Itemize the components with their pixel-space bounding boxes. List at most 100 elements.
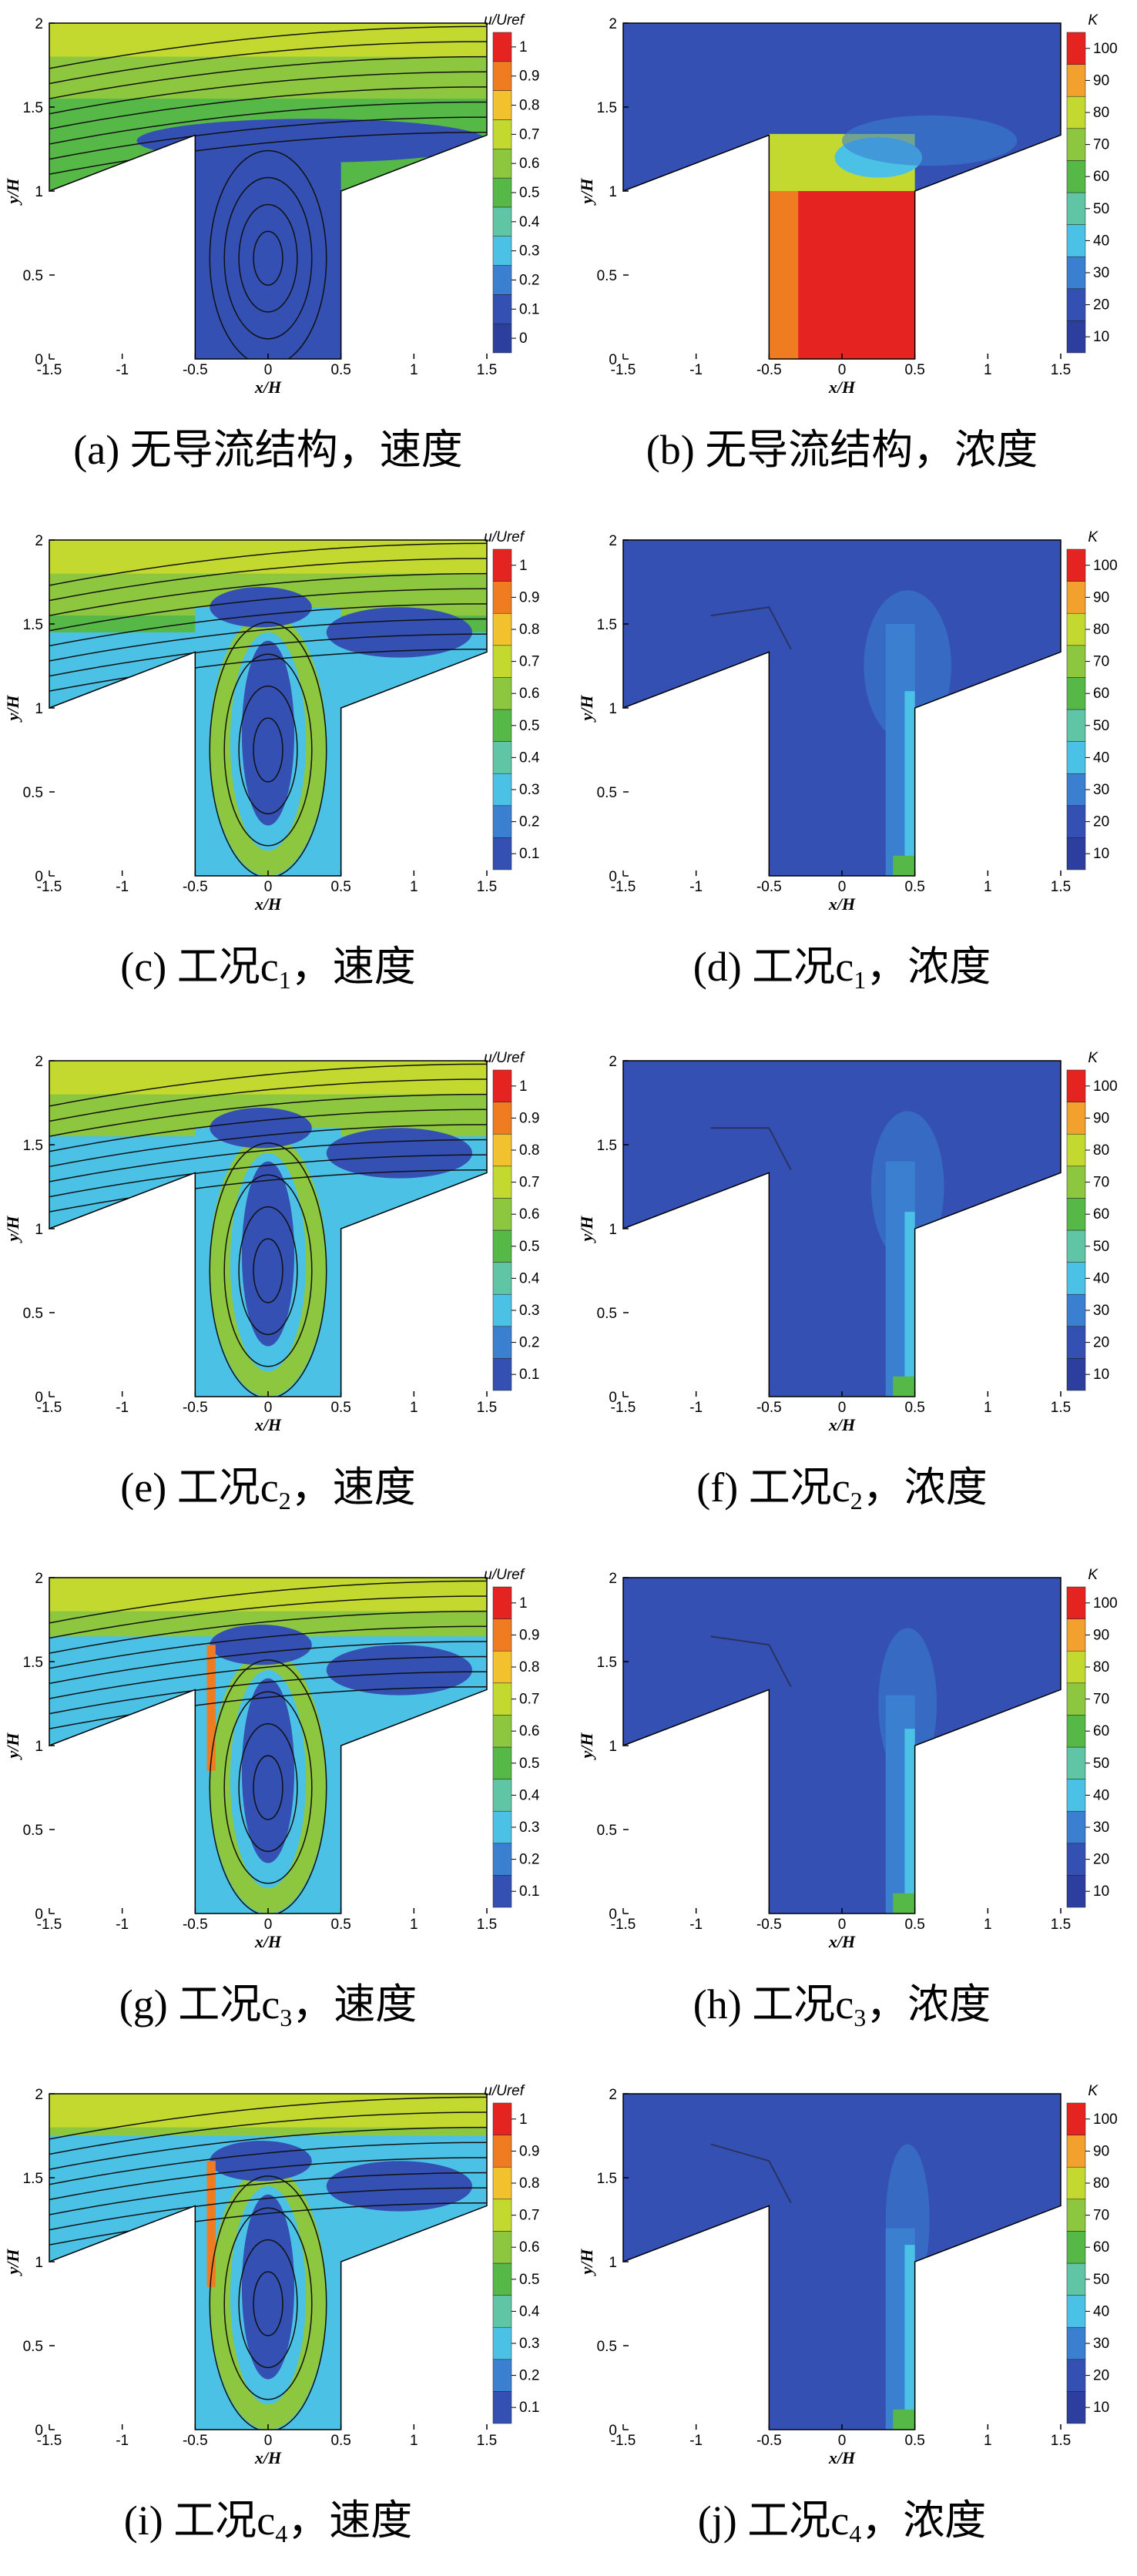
streamline <box>49 2157 487 2201</box>
colorbar-band <box>1066 224 1086 257</box>
colorbar-band <box>1066 2166 1086 2200</box>
x-tick-label: 1 <box>410 2433 418 2449</box>
colorbar-label: 0.9 <box>519 589 539 605</box>
y-tick-label: 1 <box>609 701 617 717</box>
contour <box>623 1061 1061 1397</box>
streamline <box>49 41 487 85</box>
colorbar-band <box>1066 320 1086 354</box>
streamline <box>49 55 487 99</box>
y-tick-label: 0.5 <box>597 1823 617 1839</box>
contour <box>49 1061 487 1095</box>
colorbar-band <box>492 677 512 710</box>
colorbar-label: 60 <box>1093 169 1109 185</box>
contour <box>49 540 487 574</box>
colorbar-label: 0.2 <box>519 2368 539 2384</box>
colorbar-band <box>1066 612 1086 646</box>
colorbar-label: 60 <box>1093 2239 1109 2256</box>
x-tick-label: -0.5 <box>183 879 208 895</box>
contour <box>241 1678 295 1863</box>
streamline <box>223 653 313 847</box>
streamline <box>49 2126 487 2170</box>
y-tick-label: 1.5 <box>23 1138 43 1154</box>
streamline <box>49 2187 487 2231</box>
colorbar-label: 40 <box>1093 1787 1109 1803</box>
streamline <box>49 1610 487 1654</box>
x-tick-label: -1 <box>116 1400 129 1416</box>
colorbar-band <box>1066 1779 1086 1812</box>
y-tick-label: 1.5 <box>597 2171 617 2187</box>
streamline <box>49 1078 487 1122</box>
streamline <box>238 203 298 313</box>
colorbar-label: 40 <box>1093 2303 1109 2319</box>
colorbar-label: 0.3 <box>519 243 539 260</box>
colorbar-label: 100 <box>1093 1078 1118 1095</box>
colorbar-band <box>1066 2326 1086 2360</box>
colorbar-label: 0.7 <box>519 654 539 670</box>
contour <box>241 2194 295 2380</box>
streamline <box>223 1691 313 1884</box>
caption-text: (g) 工况c <box>119 1981 280 2028</box>
colorbar-band <box>492 32 512 62</box>
y-axis-label: y/H <box>3 1216 22 1244</box>
colorbar-band <box>1066 192 1086 225</box>
contour <box>893 855 915 876</box>
x-tick-label: 1.5 <box>477 362 497 378</box>
field <box>49 1578 487 1914</box>
x-tick-label: 1.5 <box>477 1917 497 1933</box>
y-axis-label: y/H <box>577 178 596 206</box>
x-tick-label: 0 <box>264 362 273 378</box>
caption-subscript: 1 <box>854 966 866 994</box>
x-tick-label: -1 <box>116 2433 129 2449</box>
x-tick-label: 1.5 <box>477 1400 497 1416</box>
colorbar-band <box>1066 2262 1086 2296</box>
caption-text: (i) 工况c <box>124 2497 275 2544</box>
streamline <box>49 1139 487 1182</box>
contour <box>904 691 915 876</box>
colorbar-title: u/Uref <box>484 1050 525 1066</box>
x-tick-label: -1 <box>689 2433 703 2449</box>
colorbar-label: 0.3 <box>519 782 539 798</box>
contour <box>49 23 487 57</box>
colorbar-label: 40 <box>1093 233 1109 249</box>
contour <box>210 587 312 628</box>
y-tick-label: 0 <box>609 352 617 368</box>
caption-text: ，速度 <box>291 1464 416 1511</box>
contour <box>893 2409 915 2430</box>
caption-text: (d) 工况c <box>693 944 854 990</box>
colorbar-label: 0.5 <box>519 1239 539 1255</box>
colorbar-label: 0.1 <box>519 1883 539 1900</box>
colorbar-label: 0.2 <box>519 272 539 288</box>
streamline <box>253 1755 283 1820</box>
streamline <box>49 558 487 602</box>
colorbar-label: 0.8 <box>519 1659 539 1675</box>
contour <box>623 1578 1061 1914</box>
colorbar-band <box>1066 160 1086 193</box>
x-tick-label: -0.5 <box>756 362 782 378</box>
y-tick-label: 0 <box>609 1907 617 1923</box>
contour <box>210 1108 312 1149</box>
streamline <box>49 1063 487 1107</box>
caption-subscript: 4 <box>849 2520 861 2547</box>
x-tick-label: 0.5 <box>904 362 924 378</box>
x-tick-label: 1.5 <box>477 879 497 895</box>
streamline <box>49 2096 487 2140</box>
colorbar-band <box>492 265 512 295</box>
colorbar-label: 60 <box>1093 686 1109 702</box>
colorbar-label: 100 <box>1093 1595 1118 1612</box>
x-axis-label: x/H <box>254 894 282 914</box>
colorbar-band <box>492 2135 512 2168</box>
colorbar-label: 100 <box>1093 558 1118 574</box>
colorbar-label: 60 <box>1093 1723 1109 1739</box>
y-axis-label: y/H <box>3 1732 22 1761</box>
caption-subscript: 4 <box>275 2520 287 2547</box>
colorbar-title: K <box>1088 12 1098 29</box>
colorbar-label: 60 <box>1093 1206 1109 1223</box>
colorbar-band <box>492 119 512 149</box>
panel: -1.5 -1 -0.5 0 0.5 1 1.5 0 0.5 1 1.5 2 x/H y/H K 10 20 30… <box>577 1567 1118 2031</box>
colorbar-label: 30 <box>1093 782 1109 798</box>
contour <box>904 1212 915 1397</box>
colorbar-title: u/Uref <box>484 1567 525 1583</box>
y-axis-label: y/H <box>3 2249 22 2277</box>
streamline <box>49 1685 487 1729</box>
x-tick-label: -0.5 <box>183 362 208 378</box>
